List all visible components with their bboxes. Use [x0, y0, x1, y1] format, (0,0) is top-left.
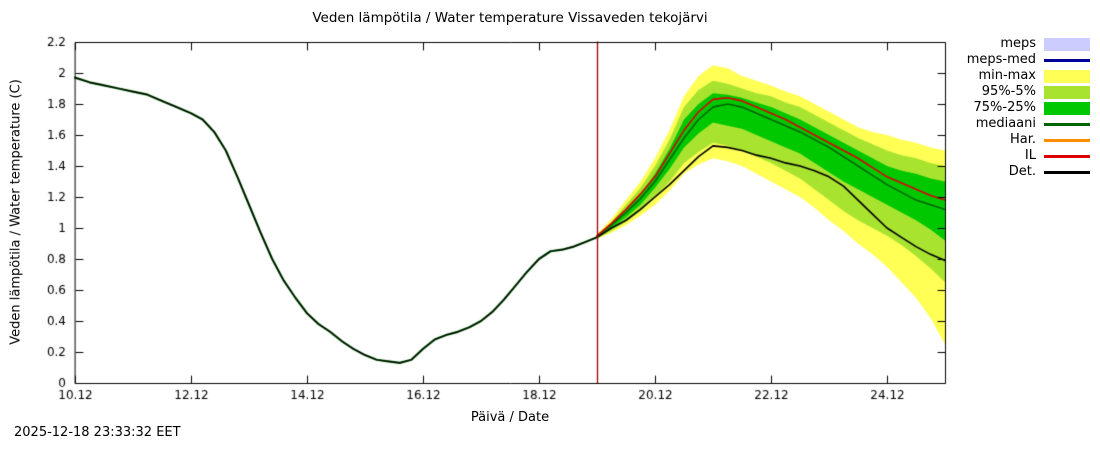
x-axis-label: Päivä / Date: [470, 410, 550, 425]
y-axis-label: Veden lämpötila / Water temperature (C): [8, 79, 24, 345]
legend-label: Det.: [1008, 164, 1036, 179]
legend-label: Har.: [1009, 132, 1036, 147]
legend-swatch: [1044, 122, 1090, 126]
legend-swatch: [1044, 154, 1090, 158]
legend-item-min-max: min-max: [967, 68, 1090, 84]
legend-item-har-: Har.: [967, 132, 1090, 148]
legend-label: min-max: [978, 68, 1036, 83]
legend-swatch: [1044, 170, 1090, 174]
legend-item-mediaani: mediaani: [967, 116, 1090, 132]
legend-swatch: [1044, 85, 1090, 99]
legend-swatch: [1044, 138, 1090, 142]
legend-label: meps: [1000, 36, 1036, 51]
legend-swatch: [1044, 37, 1090, 51]
legend-item-det-: Det.: [967, 164, 1090, 180]
legend-label: IL: [1024, 148, 1036, 163]
legend-item-75-25-: 75%-25%: [967, 100, 1090, 116]
generation-timestamp: 2025-12-18 23:33:32 EET: [14, 425, 181, 440]
legend-item-meps-med: meps-med: [967, 52, 1090, 68]
legend-item-95-5-: 95%-5%: [967, 84, 1090, 100]
legend-item-meps: meps: [967, 36, 1090, 52]
legend-label: 95%-5%: [981, 84, 1036, 99]
legend-swatch: [1044, 69, 1090, 83]
legend-swatch: [1044, 101, 1090, 115]
chart-title: Veden lämpötila / Water temperature Viss…: [312, 10, 708, 26]
legend-label: 75%-25%: [973, 100, 1036, 115]
legend-label: mediaani: [975, 116, 1036, 131]
chart-legend: meps meps-med min-max 95%-5% 75%-25% mediaani…: [967, 36, 1090, 180]
legend-label: meps-med: [966, 52, 1036, 67]
legend-swatch: [1044, 58, 1090, 62]
legend-item-il: IL: [967, 148, 1090, 164]
